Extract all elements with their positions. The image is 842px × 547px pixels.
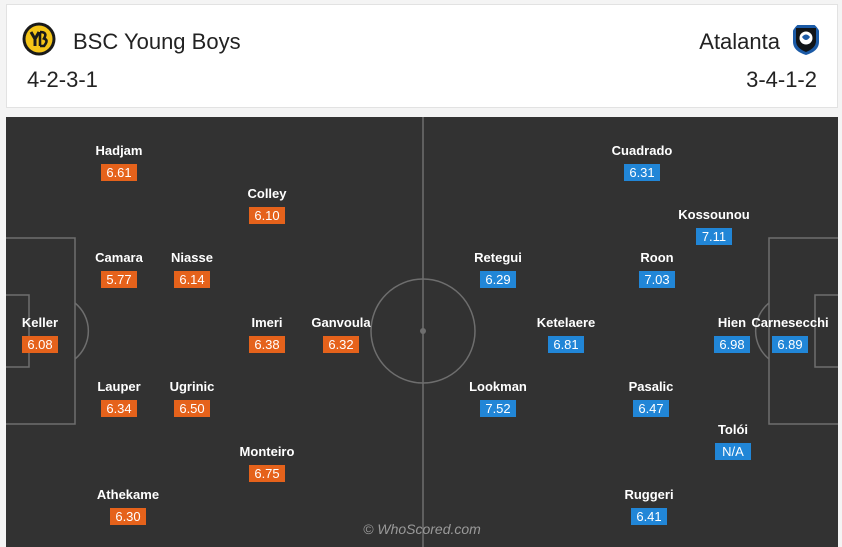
pitch-markings: [6, 117, 838, 547]
player-rating-badge: N/A: [715, 443, 751, 460]
player-rating-badge: 6.10: [249, 207, 285, 224]
watermark: © WhoScored.com: [363, 521, 481, 537]
away-player[interactable]: Kossounou 7.11: [674, 207, 754, 246]
home-player[interactable]: Niasse 6.14: [152, 250, 232, 289]
player-name: Pasalic: [628, 379, 674, 394]
player-name: Lookman: [469, 379, 527, 394]
player-rating-badge: 6.30: [110, 508, 146, 525]
home-team-name[interactable]: BSC Young Boys: [73, 29, 241, 54]
home-player[interactable]: Athekame 6.30: [88, 487, 168, 526]
player-name: Keller: [21, 315, 59, 330]
player-rating-badge: 6.81: [548, 336, 584, 353]
player-name: Ugrinic: [169, 379, 215, 394]
player-rating-badge: 5.77: [101, 271, 137, 288]
player-rating-badge: 6.08: [22, 336, 58, 353]
player-rating-badge: 6.29: [480, 271, 516, 288]
player-rating-badge: 6.61: [101, 164, 137, 181]
away-player[interactable]: Retegui 6.29: [458, 250, 538, 289]
player-rating-badge: 6.31: [624, 164, 660, 181]
player-name: Ruggeri: [624, 487, 674, 502]
player-rating-badge: 6.14: [174, 271, 210, 288]
player-name: Carnesecchi: [751, 315, 829, 330]
player-rating-badge: 6.75: [249, 465, 285, 482]
player-rating-badge: 6.98: [714, 336, 750, 353]
player-name: Imeri: [251, 315, 283, 330]
match-header: BSC Young Boys 4-2-3-1 Atalanta 3-4-1-2: [6, 4, 838, 108]
away-formation: 3-4-1-2: [746, 67, 817, 92]
player-rating-badge: 6.47: [633, 400, 669, 417]
away-player[interactable]: Ketelaere 6.81: [526, 315, 606, 354]
away-player[interactable]: Hien 6.98: [692, 315, 772, 354]
home-formation: 4-2-3-1: [27, 67, 98, 92]
player-name: Niasse: [171, 250, 213, 265]
player-rating-badge: 6.32: [323, 336, 359, 353]
young-boys-crest-icon: [22, 22, 56, 56]
home-player[interactable]: Monteiro 6.75: [227, 444, 307, 483]
player-name: Cuadrado: [611, 143, 673, 158]
away-player[interactable]: Tolói N/A: [693, 422, 773, 461]
player-rating-badge: 6.34: [101, 400, 137, 417]
player-name: Hadjam: [95, 143, 143, 158]
player-name: Kossounou: [678, 207, 750, 222]
player-name: Ketelaere: [536, 315, 596, 330]
away-player[interactable]: Ruggeri 6.41: [609, 487, 689, 526]
home-player[interactable]: Camara 5.77: [79, 250, 159, 289]
player-name: Lauper: [97, 379, 141, 394]
player-name: Colley: [247, 186, 287, 201]
player-name: Roon: [640, 250, 674, 265]
player-rating-badge: 7.11: [696, 228, 732, 245]
player-name: Monteiro: [239, 444, 295, 459]
home-player[interactable]: Imeri 6.38: [227, 315, 307, 354]
home-player[interactable]: Lauper 6.34: [79, 379, 159, 418]
player-rating-badge: 7.52: [480, 400, 516, 417]
player-name: Ganvoula: [311, 315, 371, 330]
away-player[interactable]: Roon 7.03: [617, 250, 697, 289]
atalanta-crest-icon: [793, 25, 819, 55]
player-name: Tolói: [717, 422, 749, 437]
player-name: Hien: [717, 315, 747, 330]
pitch: Hadjam 6.61 Colley 6.10 Camara 5.77 Nias…: [6, 117, 838, 547]
player-name: Athekame: [96, 487, 160, 502]
away-player[interactable]: Lookman 7.52: [458, 379, 538, 418]
away-team-name[interactable]: Atalanta: [699, 29, 780, 54]
player-name: Retegui: [474, 250, 522, 265]
player-name: Camara: [95, 250, 143, 265]
away-player[interactable]: Pasalic 6.47: [611, 379, 691, 418]
away-player[interactable]: Carnesecchi 6.89: [750, 315, 830, 354]
home-player[interactable]: Hadjam 6.61: [79, 143, 159, 182]
player-rating-badge: 6.50: [174, 400, 210, 417]
home-player[interactable]: Keller 6.08: [6, 315, 80, 354]
player-rating-badge: 6.38: [249, 336, 285, 353]
player-rating-badge: 7.03: [639, 271, 675, 288]
home-player[interactable]: Colley 6.10: [227, 186, 307, 225]
home-player[interactable]: Ugrinic 6.50: [152, 379, 232, 418]
player-rating-badge: 6.41: [631, 508, 667, 525]
home-player[interactable]: Ganvoula 6.32: [301, 315, 381, 354]
away-player[interactable]: Cuadrado 6.31: [602, 143, 682, 182]
player-rating-badge: 6.89: [772, 336, 808, 353]
